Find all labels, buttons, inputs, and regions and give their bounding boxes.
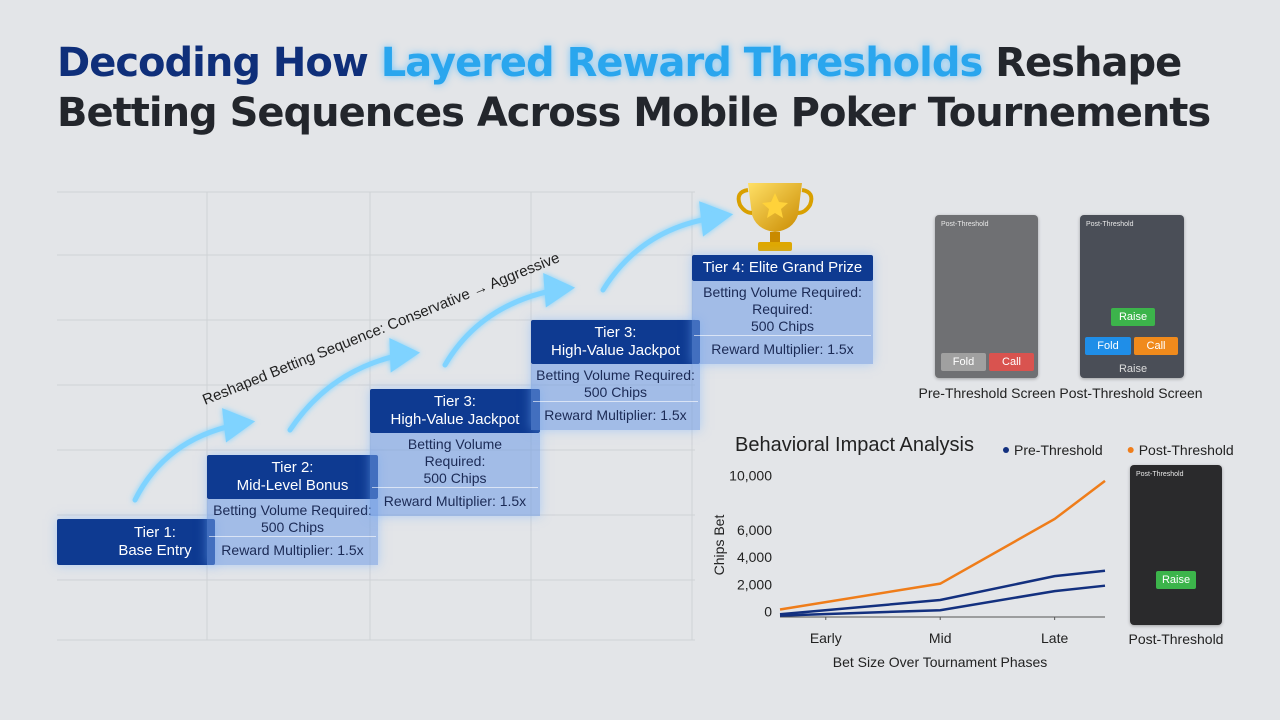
tier-title: Mid-Level Bonus	[236, 477, 349, 494]
tier-title: Tier 3:	[594, 324, 637, 341]
tier-header: Tier 2: Mid-Level Bonus	[207, 455, 378, 499]
title-part: Decoding How	[57, 40, 369, 86]
screen-label: Post-Threshold	[1086, 221, 1134, 228]
action-button: Raise	[1111, 308, 1155, 326]
legend-marker	[1003, 447, 1009, 453]
tier-title: High-Value Jackpot	[390, 411, 520, 428]
tier-requirement: Required:	[752, 301, 813, 317]
tier-multiplier: Reward Multiplier: 1.5x	[694, 335, 871, 361]
y-tick-label: 6,000	[737, 522, 772, 538]
tier-header: Tier 3: High-Value Jackpot	[370, 389, 540, 433]
tier-requirement: 500 Chips	[423, 470, 487, 486]
phone-screen: Post-Threshold Fold Call	[935, 215, 1038, 378]
y-axis-label: Chips Bet	[711, 515, 727, 576]
tier-requirement: Betting Volume Required:	[536, 367, 695, 383]
y-tick-label: 4,000	[737, 549, 772, 565]
tier-requirement: 500 Chips	[260, 519, 325, 535]
title-line: Decoding How Layered Reward Thresholds R…	[57, 40, 1182, 86]
tier-requirement: Betting Volume	[407, 436, 503, 452]
tier-header: Tier 3: High-Value Jackpot	[531, 320, 700, 364]
screen-label: Post-Threshold	[941, 221, 989, 228]
action-button: Fold	[1085, 337, 1131, 355]
tier-multiplier: Reward Multiplier: 1.5x	[533, 401, 698, 427]
legend-label: Post-Threshold	[1139, 442, 1234, 458]
tier-title: Tier 1:	[134, 524, 176, 541]
x-tick-label: Late	[1041, 630, 1068, 646]
line-chart: Behavioral Impact Analysis Chips Bet Bet S…	[711, 434, 1234, 670]
x-tick-label: Early	[810, 630, 842, 646]
tier-card: Tier 3: High-Value Jackpot Betting Volume R…	[370, 389, 540, 516]
action-button: Raise	[1156, 571, 1196, 589]
y-tick-label: 2,000	[737, 576, 772, 592]
y-tick-label: 10,000	[729, 467, 772, 483]
tier-header: Tier 1: Base Entry	[57, 519, 215, 565]
chart-title: Behavioral Impact Analysis	[735, 434, 974, 456]
x-axis-label: Bet Size Over Tournament Phases	[833, 654, 1048, 670]
tier-requirement: 500 Chips	[750, 318, 815, 334]
trophy	[736, 183, 814, 251]
tier-title: Base Entry	[118, 542, 192, 559]
title-line: Betting Sequences Across Mobile Poker To…	[57, 90, 1211, 136]
title-highlight: Layered Reward Thresholds	[380, 40, 984, 86]
series-line	[779, 584, 1106, 617]
tier-multiplier: Reward Multiplier: 1.5x	[209, 536, 376, 562]
screen-caption: Pre-Threshold Screen	[918, 385, 1056, 401]
x-tick-label: Mid	[929, 630, 952, 646]
phone-screen: Post-Threshold Raise	[1130, 465, 1222, 625]
tier-requirement: Betting Volume Required:	[703, 284, 862, 300]
tier-card: Tier 2: Mid-Level Bonus Betting Volume Req…	[207, 455, 378, 565]
phone-screen: Post-Threshold Raise Fold Call Raise	[1080, 215, 1184, 378]
legend-label: Pre-Threshold	[1014, 442, 1103, 458]
tier-title: Tier 3:	[434, 393, 476, 410]
action-button: Raise	[1118, 363, 1148, 375]
tier-card: Tier 1: Base Entry	[57, 519, 215, 565]
tier-requirement: Required:	[424, 453, 486, 469]
tier-requirement: Betting Volume Required:	[213, 502, 372, 518]
action-button: Call	[1134, 337, 1178, 355]
progress-arrows	[132, 201, 734, 503]
series-line	[779, 569, 1106, 616]
tier-requirement: 500 Chips	[583, 384, 648, 400]
tier-title: Tier 2:	[271, 459, 314, 476]
screen-caption: Post-Threshold	[1128, 631, 1224, 647]
legend-marker	[1127, 447, 1134, 453]
title-part: Reshape	[995, 40, 1182, 86]
tier-body: Betting Volume Required: 500 Chips Reward …	[207, 499, 378, 565]
series-line	[779, 479, 1106, 611]
tier-body: Betting Volume Required: 500 Chips Reward M…	[370, 433, 540, 516]
tier-card: Tier 4: Elite Grand Prize Betting Volume …	[692, 255, 873, 364]
tier-title: High-Value Jackpot	[551, 342, 680, 359]
tier-card: Tier 3: High-Value Jackpot Betting Volume …	[531, 320, 700, 430]
screen-label: Post-Threshold	[1136, 471, 1184, 478]
tier-title: Tier 4: Elite Grand Prize	[702, 259, 863, 276]
action-button: Call	[989, 353, 1034, 371]
action-button: Fold	[941, 353, 986, 371]
tier-multiplier: Reward Multiplier: 1.5x	[372, 487, 538, 513]
tier-body: Betting Volume Required: 500 Chips Reward …	[531, 364, 700, 430]
tier-header: Tier 4: Elite Grand Prize	[692, 255, 873, 281]
y-tick-label: 0	[764, 604, 772, 620]
screen-caption: Post-Threshold Screen	[1059, 385, 1203, 401]
tier-body: Betting Volume Required: Required: 500 Chi…	[692, 281, 873, 364]
